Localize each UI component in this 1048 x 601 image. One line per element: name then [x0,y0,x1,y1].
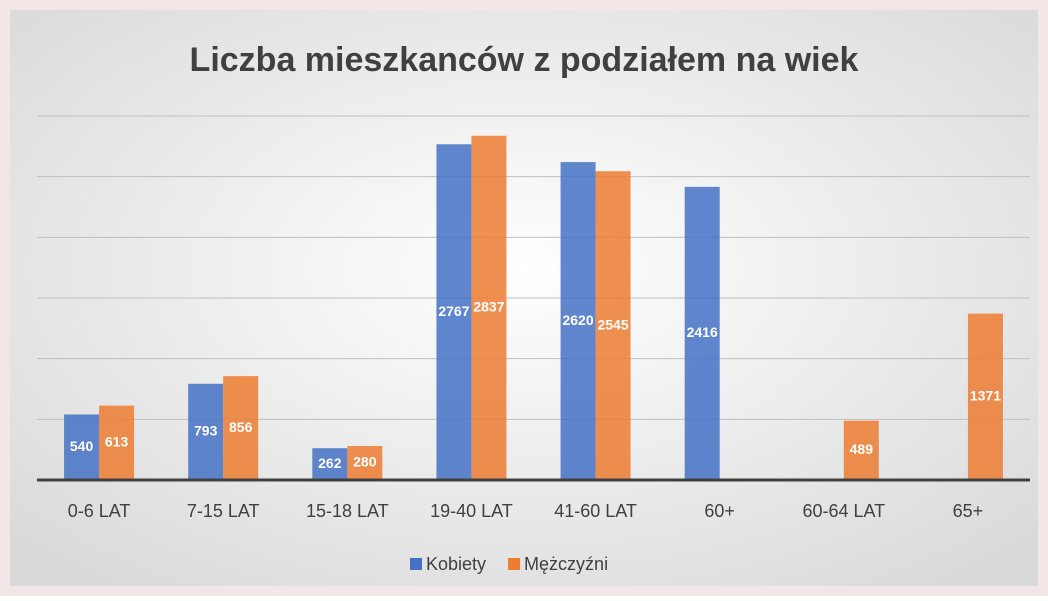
bar [471,135,507,480]
bar [99,405,135,480]
data-label: 2767 [438,303,469,319]
data-label: 2545 [597,316,628,332]
x-tick-label: 60-64 LAT [802,501,885,521]
x-tick-label: 60+ [704,501,735,521]
data-label: 1371 [970,388,1001,404]
x-tick-label: 41-60 LAT [554,501,637,521]
data-label: 793 [194,423,218,439]
x-tick-label: 15-18 LAT [306,501,389,521]
legend-label: Mężczyźni [524,554,608,574]
data-label: 613 [105,434,129,450]
x-tick-label: 65+ [953,501,984,521]
bar [223,376,259,480]
legend-label: Kobiety [426,554,486,574]
data-label: 280 [353,454,377,470]
data-label: 856 [229,419,253,435]
data-label: 540 [70,438,94,454]
data-label: 489 [850,441,874,457]
bar [843,420,879,480]
data-label: 2837 [473,299,504,315]
legend-swatch [508,558,521,570]
chart-title: Liczba mieszkanców z podziałem na wiek [190,41,859,79]
data-label: 262 [318,455,342,471]
bar [967,313,1003,480]
bar [347,446,383,480]
x-tick-label: 19-40 LAT [430,501,513,521]
bar [684,186,720,480]
x-tick-label: 0-6 LAT [68,501,131,521]
data-label: 2620 [562,312,593,328]
x-tick-label: 7-15 LAT [187,501,260,521]
legend-swatch [410,558,422,570]
bar [188,383,224,480]
bar [64,414,100,480]
bar [560,162,596,480]
bar [595,171,631,480]
data-label: 2416 [687,324,718,340]
bar [312,448,348,480]
bar [436,144,472,480]
